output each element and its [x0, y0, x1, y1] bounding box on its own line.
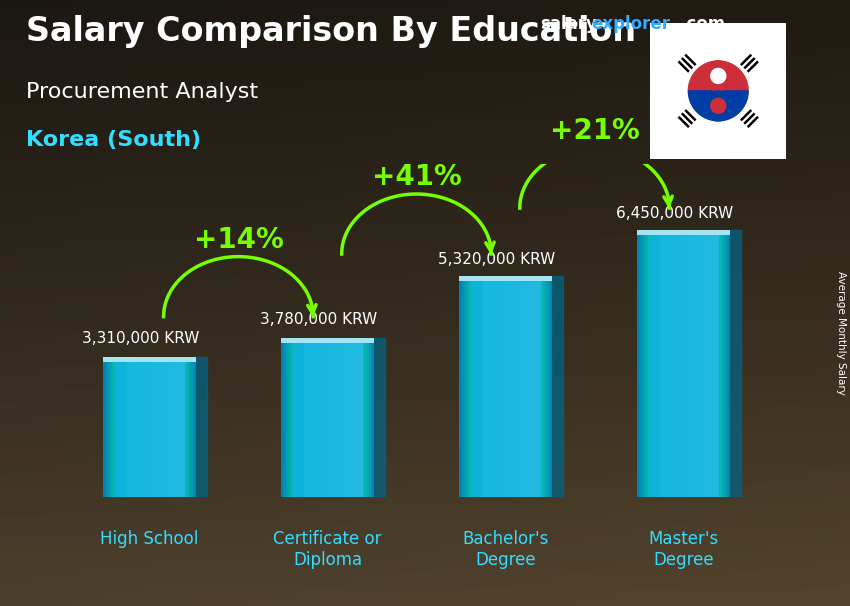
Text: explorer: explorer: [591, 15, 670, 33]
Text: +21%: +21%: [550, 117, 639, 145]
Circle shape: [703, 61, 734, 91]
FancyBboxPatch shape: [646, 19, 790, 163]
Text: Korea (South): Korea (South): [26, 130, 201, 150]
Polygon shape: [688, 91, 748, 121]
Text: 3,780,000 KRW: 3,780,000 KRW: [260, 311, 377, 327]
Polygon shape: [552, 276, 563, 497]
Polygon shape: [688, 61, 748, 91]
Text: +41%: +41%: [371, 163, 462, 191]
Circle shape: [711, 68, 726, 84]
Text: High School: High School: [100, 530, 199, 548]
Polygon shape: [730, 230, 741, 497]
Text: .com: .com: [680, 15, 725, 33]
Text: 6,450,000 KRW: 6,450,000 KRW: [616, 207, 734, 221]
Text: Master's
Degree: Master's Degree: [649, 530, 719, 569]
Text: 3,310,000 KRW: 3,310,000 KRW: [82, 331, 199, 345]
Text: salary: salary: [540, 15, 597, 33]
Text: Salary Comparison By Education: Salary Comparison By Education: [26, 15, 636, 48]
Text: Average Monthly Salary: Average Monthly Salary: [836, 271, 846, 395]
Text: Procurement Analyst: Procurement Analyst: [26, 82, 258, 102]
Text: Certificate or
Diploma: Certificate or Diploma: [273, 530, 382, 569]
Circle shape: [703, 91, 734, 121]
Circle shape: [711, 98, 726, 113]
Polygon shape: [196, 358, 207, 497]
Polygon shape: [374, 338, 385, 497]
Text: 5,320,000 KRW: 5,320,000 KRW: [438, 252, 555, 267]
Text: +14%: +14%: [194, 225, 283, 254]
Text: Bachelor's
Degree: Bachelor's Degree: [462, 530, 549, 569]
